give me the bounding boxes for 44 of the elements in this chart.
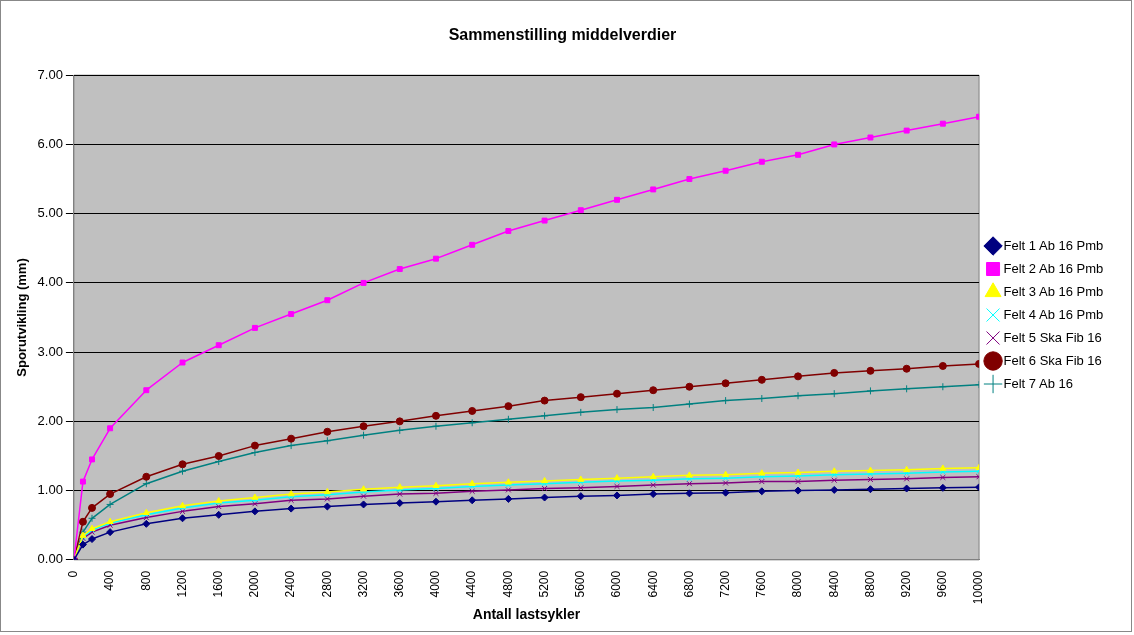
y-tick-label: 1.00 — [37, 482, 63, 498]
x-tick-label: 6000 — [609, 570, 624, 598]
legend-label: Felt 1 Ab 16 Pmb — [1003, 237, 1104, 253]
legend-label: Felt 6 Ska Fib 16 — [1003, 352, 1102, 368]
x-tick-label: 2400 — [283, 570, 298, 598]
x-tick-label: 2800 — [319, 570, 334, 598]
x-tick-label: 8800 — [862, 570, 877, 598]
legend-label: Felt 2 Ab 16 Pmb — [1003, 260, 1104, 276]
x-tick-label: 0 — [66, 570, 81, 578]
x-tick-label: 4800 — [500, 570, 515, 598]
x-tick-label: 400 — [102, 570, 117, 591]
legend-label: Felt 4 Ab 16 Pmb — [1003, 306, 1104, 322]
legend-label: Felt 5 Ska Fib 16 — [1003, 329, 1102, 345]
x-tick-label: 2000 — [247, 570, 262, 598]
legend-label: Felt 3 Ab 16 Pmb — [1003, 283, 1104, 299]
x-tick-label: 3600 — [392, 570, 407, 598]
x-tick-label: 7600 — [754, 570, 769, 598]
y-axis-title: Sporutvikling (mm) — [14, 258, 30, 377]
x-axis-title: Antall lastsykler — [472, 606, 581, 623]
y-tick-label: 7.00 — [37, 66, 63, 82]
x-tick-label: 4000 — [428, 570, 443, 598]
x-tick-label: 4400 — [464, 570, 479, 598]
legend-label: Felt 7 Ab 16 — [1003, 375, 1073, 391]
y-tick-label: 0.00 — [37, 551, 63, 567]
x-tick-label: 3200 — [355, 570, 370, 598]
x-tick-label: 6800 — [681, 570, 696, 598]
x-tick-label: 7200 — [717, 570, 732, 598]
y-tick-label: 3.00 — [37, 343, 63, 359]
x-tick-label: 10000 — [971, 570, 986, 605]
x-tick-label: 5600 — [573, 570, 588, 598]
x-tick-label: 8000 — [790, 570, 805, 598]
y-tick-label: 5.00 — [37, 205, 63, 221]
x-tick-label: 1600 — [211, 570, 226, 598]
y-tick-label: 6.00 — [37, 136, 63, 152]
chart-title: Sammenstilling middelverdier — [448, 26, 677, 44]
x-tick-label: 9200 — [898, 570, 913, 598]
x-tick-label: 8400 — [826, 570, 841, 598]
y-tick-label: 4.00 — [37, 274, 63, 290]
x-tick-label: 9600 — [935, 570, 950, 598]
y-tick-label: 2.00 — [37, 412, 63, 428]
x-tick-label: 5200 — [536, 570, 551, 598]
x-tick-label: 6400 — [645, 570, 660, 598]
x-tick-label: 800 — [138, 570, 153, 591]
x-tick-label: 1200 — [174, 570, 189, 598]
